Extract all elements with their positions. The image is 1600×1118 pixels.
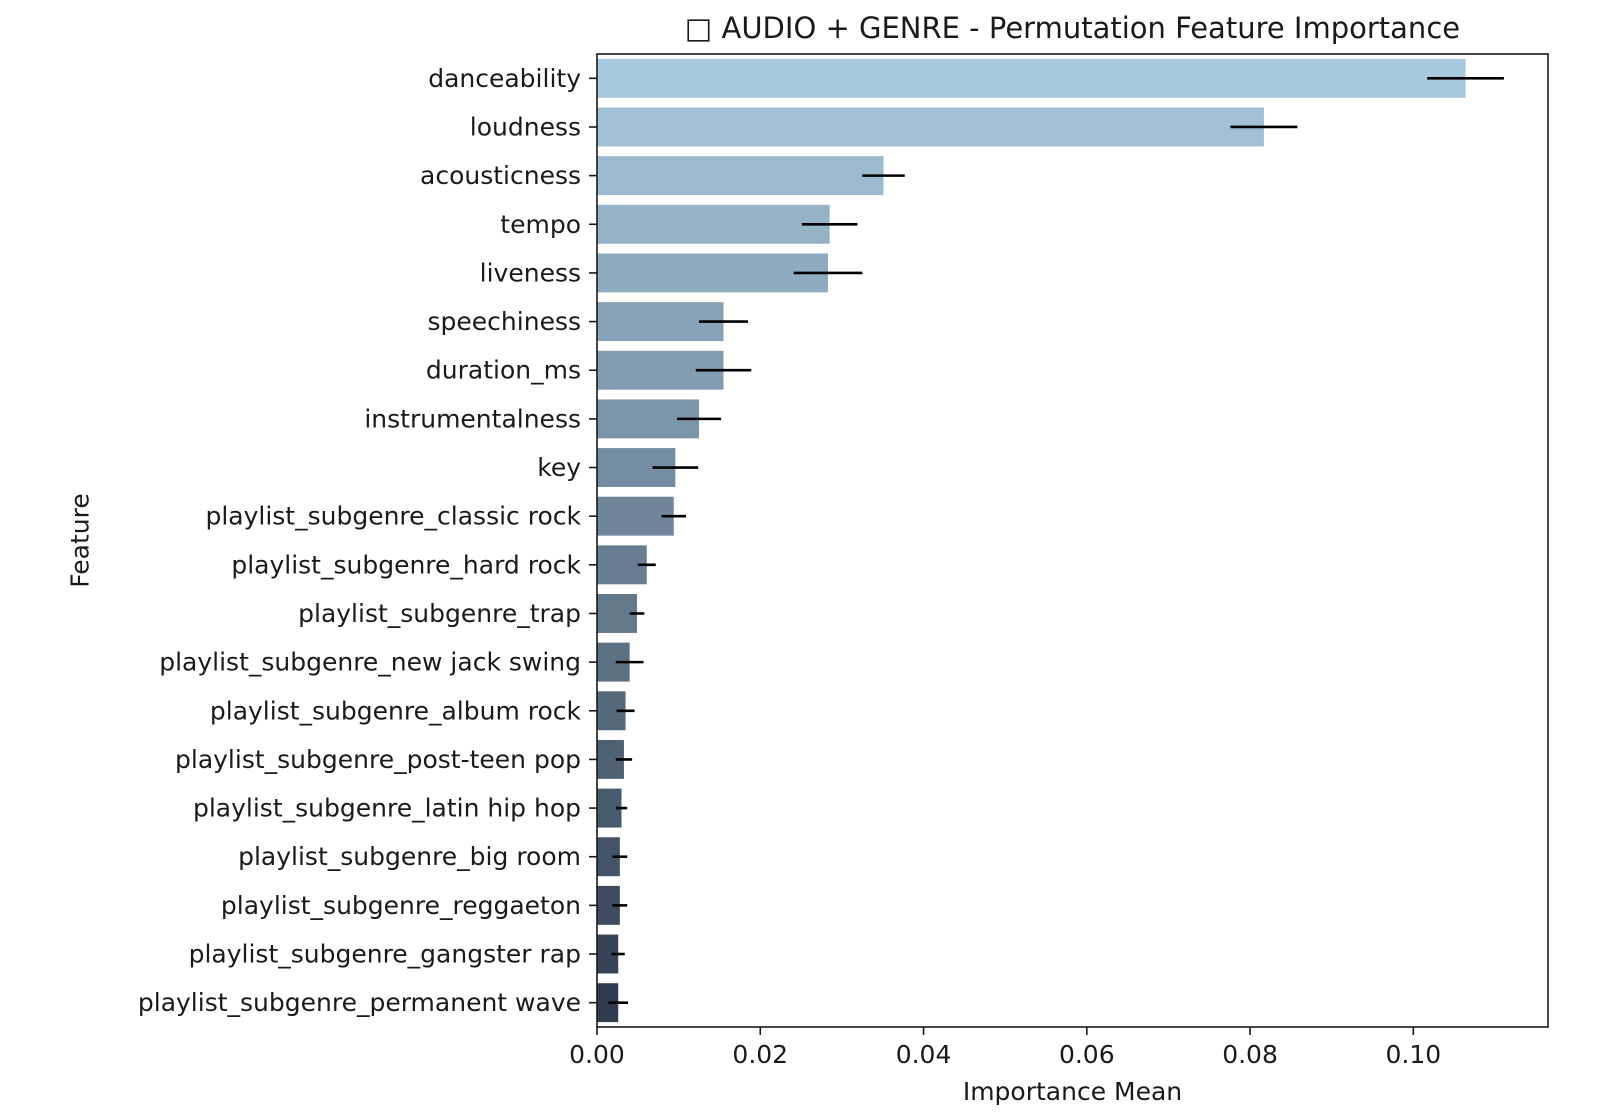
bar-16 <box>597 837 620 877</box>
y-tick-label-16: playlist_subgenre_big room <box>238 842 581 871</box>
x-tick-label-3: 0.06 <box>1059 1040 1115 1069</box>
x-tick-label-0: 0.00 <box>569 1040 625 1069</box>
y-tick-label-10: playlist_subgenre_hard rock <box>231 550 581 579</box>
bar-19 <box>597 983 619 1023</box>
bar-17 <box>597 885 620 925</box>
y-tick-label-8: key <box>537 453 581 482</box>
y-tick-label-12: playlist_subgenre_new jack swing <box>159 648 581 677</box>
y-tick-label-9: playlist_subgenre_classic rock <box>205 502 581 531</box>
x-axis: 0.00 0.02 0.04 0.06 0.08 0.10 <box>569 1027 1441 1069</box>
y-tick-label-3: tempo <box>500 210 581 239</box>
bar-4 <box>597 253 829 293</box>
x-tick-label-4: 0.08 <box>1222 1040 1278 1069</box>
y-tick-label-19: playlist_subgenre_permanent wave <box>138 988 581 1017</box>
y-tick-label-15: playlist_subgenre_latin hip hop <box>193 794 581 823</box>
y-tick-label-5: speechiness <box>428 307 581 336</box>
y-tick-label-18: playlist_subgenre_gangster rap <box>189 940 581 969</box>
x-tick-label-5: 0.10 <box>1385 1040 1441 1069</box>
bar-2 <box>597 156 884 196</box>
y-tick-label-2: acousticness <box>420 161 581 190</box>
error-bars-layer <box>608 77 1504 1004</box>
y-tick-label-1: loudness <box>470 112 581 141</box>
bars-layer <box>597 58 1466 1023</box>
y-tick-label-14: playlist_subgenre_post-teen pop <box>175 745 581 774</box>
y-tick-label-17: playlist_subgenre_reggaeton <box>221 891 581 920</box>
bar-3 <box>597 204 830 244</box>
y-axis: danceability loudness acousticness tempo liv… <box>138 64 597 1017</box>
x-tick-label-2: 0.04 <box>896 1040 952 1069</box>
bar-1 <box>597 107 1264 147</box>
y-tick-label-6: duration_ms <box>426 356 581 385</box>
y-tick-label-7: instrumentalness <box>364 404 581 433</box>
bar-9 <box>597 496 674 536</box>
y-tick-label-4: liveness <box>480 258 581 287</box>
x-tick-label-1: 0.02 <box>732 1040 788 1069</box>
x-axis-title: Importance Mean <box>963 1077 1182 1106</box>
bar-18 <box>597 934 619 974</box>
bar-0 <box>597 58 1466 98</box>
y-tick-label-0: danceability <box>428 64 581 93</box>
plot-frame <box>596 53 1549 1028</box>
y-tick-label-13: playlist_subgenre_album rock <box>210 696 582 725</box>
chart-title: □ AUDIO + GENRE - Permutation Feature Im… <box>685 11 1460 45</box>
y-axis-title: Feature <box>66 493 95 587</box>
y-tick-label-11: playlist_subgenre_trap <box>298 599 581 628</box>
